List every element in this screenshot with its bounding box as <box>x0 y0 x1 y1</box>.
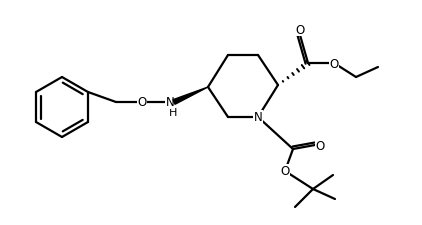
Text: O: O <box>280 165 289 178</box>
Text: N: N <box>165 96 174 109</box>
Text: H: H <box>169 108 177 117</box>
Text: O: O <box>315 139 325 152</box>
Text: O: O <box>330 57 338 70</box>
Text: O: O <box>137 96 146 109</box>
Text: N: N <box>254 111 262 124</box>
Text: O: O <box>295 23 305 36</box>
Polygon shape <box>173 88 208 105</box>
